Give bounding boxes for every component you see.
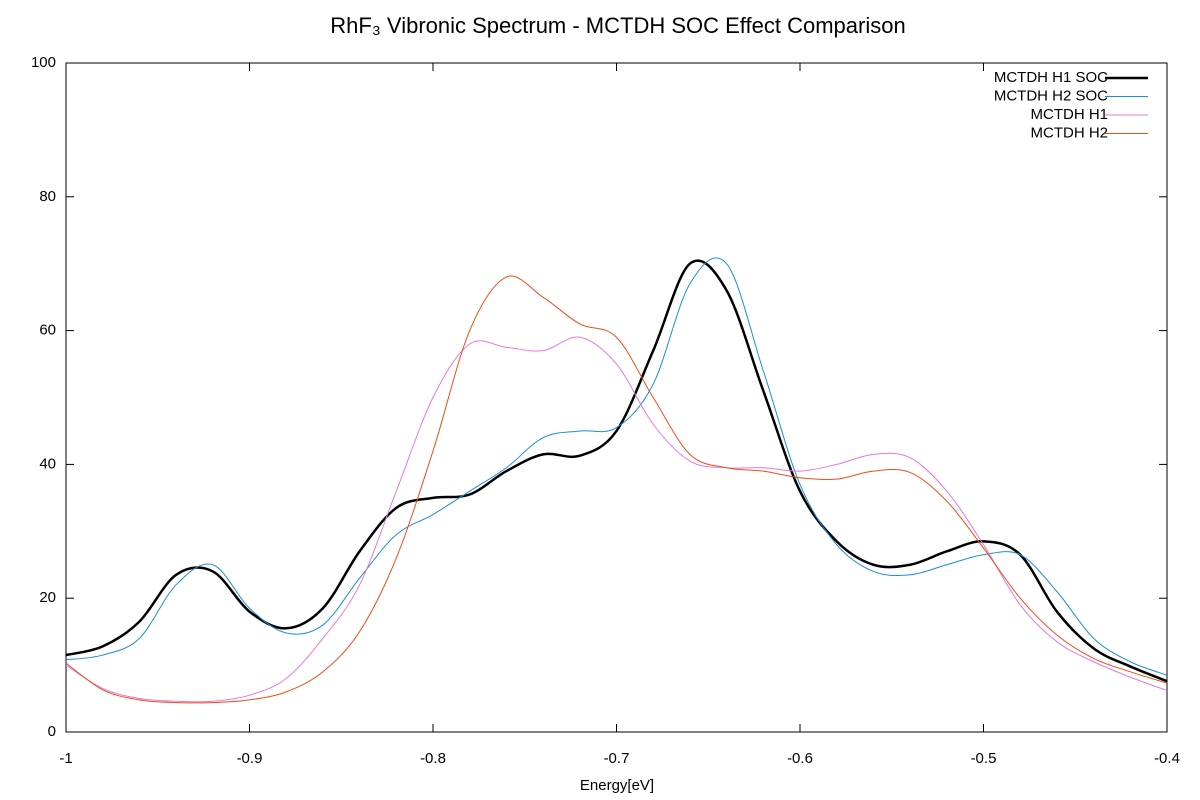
legend-label: MCTDH H2 bbox=[1031, 124, 1109, 141]
y-tick-label: 0 bbox=[48, 723, 56, 740]
y-tick-label: 20 bbox=[39, 589, 56, 606]
series-line bbox=[65, 257, 1168, 676]
legend-label: MCTDH H1 SOC bbox=[994, 69, 1108, 86]
y-tick-label: 60 bbox=[39, 322, 56, 339]
series-line bbox=[65, 275, 1168, 704]
x-axis-label: Energy[eV] bbox=[580, 777, 654, 794]
chart-title: RhF₃ Vibronic Spectrum - MCTDH SOC Effec… bbox=[330, 13, 905, 38]
x-tick-label: -0.8 bbox=[420, 750, 446, 767]
series-line bbox=[65, 336, 1168, 703]
series-line bbox=[65, 259, 1168, 683]
legend-label: MCTDH H1 bbox=[1031, 106, 1109, 123]
x-tick-label: -0.7 bbox=[604, 750, 630, 767]
legend-label: MCTDH H2 SOC bbox=[994, 87, 1108, 104]
plot-frame bbox=[65, 62, 1168, 733]
x-tick-label: -0.6 bbox=[787, 750, 813, 767]
y-tick-label: 100 bbox=[31, 54, 56, 71]
x-tick-label: -0.4 bbox=[1154, 750, 1180, 767]
y-tick-label: 80 bbox=[39, 188, 56, 205]
x-tick-label: -0.9 bbox=[237, 750, 263, 767]
x-tick-label: -0.5 bbox=[971, 750, 997, 767]
x-tick-label: -1 bbox=[59, 750, 72, 767]
y-tick-label: 40 bbox=[39, 455, 56, 472]
